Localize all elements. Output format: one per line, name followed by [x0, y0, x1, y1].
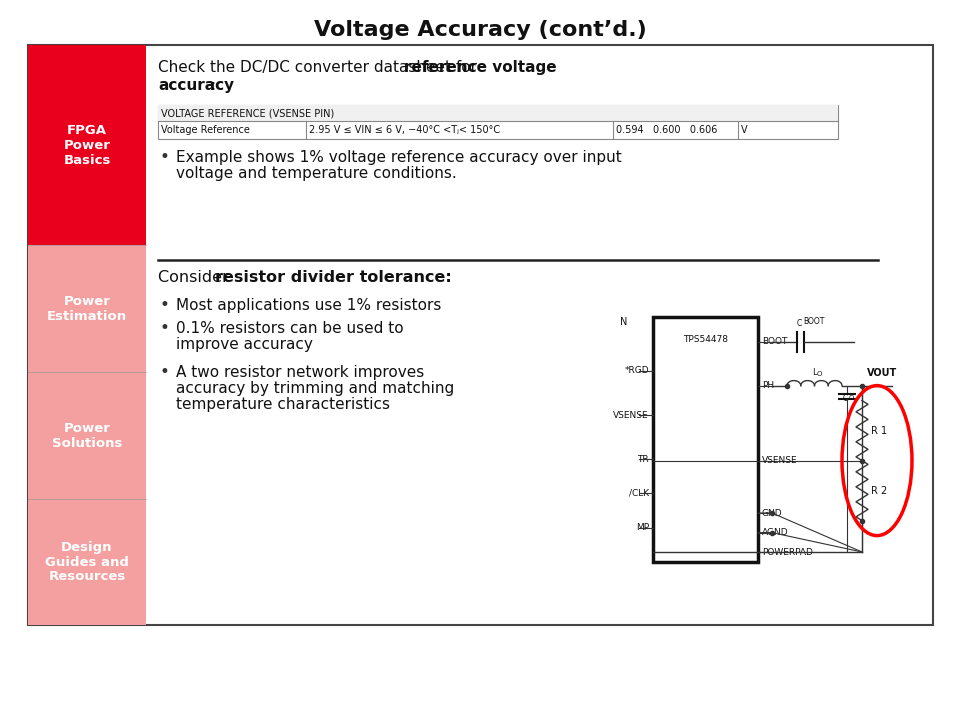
Text: reference voltage: reference voltage [404, 60, 557, 75]
Text: accuracy: accuracy [158, 78, 234, 93]
Text: R 1: R 1 [871, 426, 887, 436]
Text: BOOT: BOOT [803, 317, 825, 325]
Bar [28, 45, 933, 625]
Text: Voltage Reference: Voltage Reference [161, 125, 250, 135]
Text: Power
Solutions: Power Solutions [52, 421, 122, 449]
Text: VSENSE: VSENSE [613, 410, 649, 420]
Text: L: L [812, 368, 817, 377]
Text: 2.95 V ≤ VIN ≤ 6 V, −40°C <Tⱼ< 150°C: 2.95 V ≤ VIN ≤ 6 V, −40°C <Tⱼ< 150°C [309, 125, 500, 135]
Text: O: O [817, 371, 822, 377]
Text: C: C [843, 394, 849, 403]
Text: A two resistor network improves: A two resistor network improves [176, 364, 424, 379]
Text: •: • [160, 363, 170, 381]
Text: •: • [160, 296, 170, 314]
Text: VOUT: VOUT [867, 368, 898, 377]
Text: VSENSE: VSENSE [762, 456, 798, 465]
Text: Example shows 1% voltage reference accuracy over input: Example shows 1% voltage reference accur… [176, 150, 622, 164]
Text: :: : [210, 78, 215, 93]
Text: V: V [741, 125, 748, 135]
Text: improve accuracy: improve accuracy [176, 336, 313, 351]
Text: /CLK: /CLK [629, 489, 649, 498]
Text: BOOT: BOOT [762, 337, 787, 346]
Text: POWERPAD: POWERPAD [762, 548, 813, 557]
Text: R 2: R 2 [871, 485, 887, 495]
Text: Voltage Accuracy (cont’d.): Voltage Accuracy (cont’d.) [314, 20, 646, 40]
Text: FPGA
Power
Basics: FPGA Power Basics [63, 124, 110, 166]
Text: 0.1% resistors can be used to: 0.1% resistors can be used to [176, 320, 403, 336]
Bar [28, 245, 146, 372]
Text: voltage and temperature conditions.: voltage and temperature conditions. [176, 166, 457, 181]
Text: temperature characteristics: temperature characteristics [176, 397, 390, 412]
Bar [653, 317, 758, 562]
Bar [158, 105, 838, 121]
Text: accuracy by trimming and matching: accuracy by trimming and matching [176, 380, 454, 395]
Text: VOLTAGE REFERENCE (VSENSE PIN): VOLTAGE REFERENCE (VSENSE PIN) [161, 108, 334, 118]
Text: GND: GND [762, 508, 782, 518]
Text: •: • [160, 148, 170, 166]
Text: resistor divider tolerance:: resistor divider tolerance: [215, 269, 452, 284]
Text: 0.594   0.600   0.606: 0.594 0.600 0.606 [616, 125, 717, 135]
Text: C: C [797, 318, 802, 328]
Text: Most applications use 1% resistors: Most applications use 1% resistors [176, 297, 442, 312]
Text: *RGD: *RGD [624, 366, 649, 375]
Bar [28, 499, 146, 625]
Text: AGND: AGND [762, 528, 788, 537]
Text: Check the DC/DC converter datasheet for: Check the DC/DC converter datasheet for [158, 60, 482, 75]
Text: O: O [849, 395, 854, 400]
Bar [28, 372, 146, 499]
Bar [158, 105, 838, 139]
Text: TPS54478: TPS54478 [683, 335, 728, 343]
Text: Power
Estimation: Power Estimation [47, 294, 127, 323]
Text: MP: MP [636, 523, 649, 532]
Text: •: • [160, 319, 170, 337]
Text: PH: PH [762, 381, 774, 390]
Text: TR: TR [637, 454, 649, 464]
Text: N: N [620, 317, 628, 327]
Text: Consider: Consider [158, 269, 234, 284]
Text: Design
Guides and
Resources: Design Guides and Resources [45, 541, 129, 583]
Bar [28, 45, 146, 245]
